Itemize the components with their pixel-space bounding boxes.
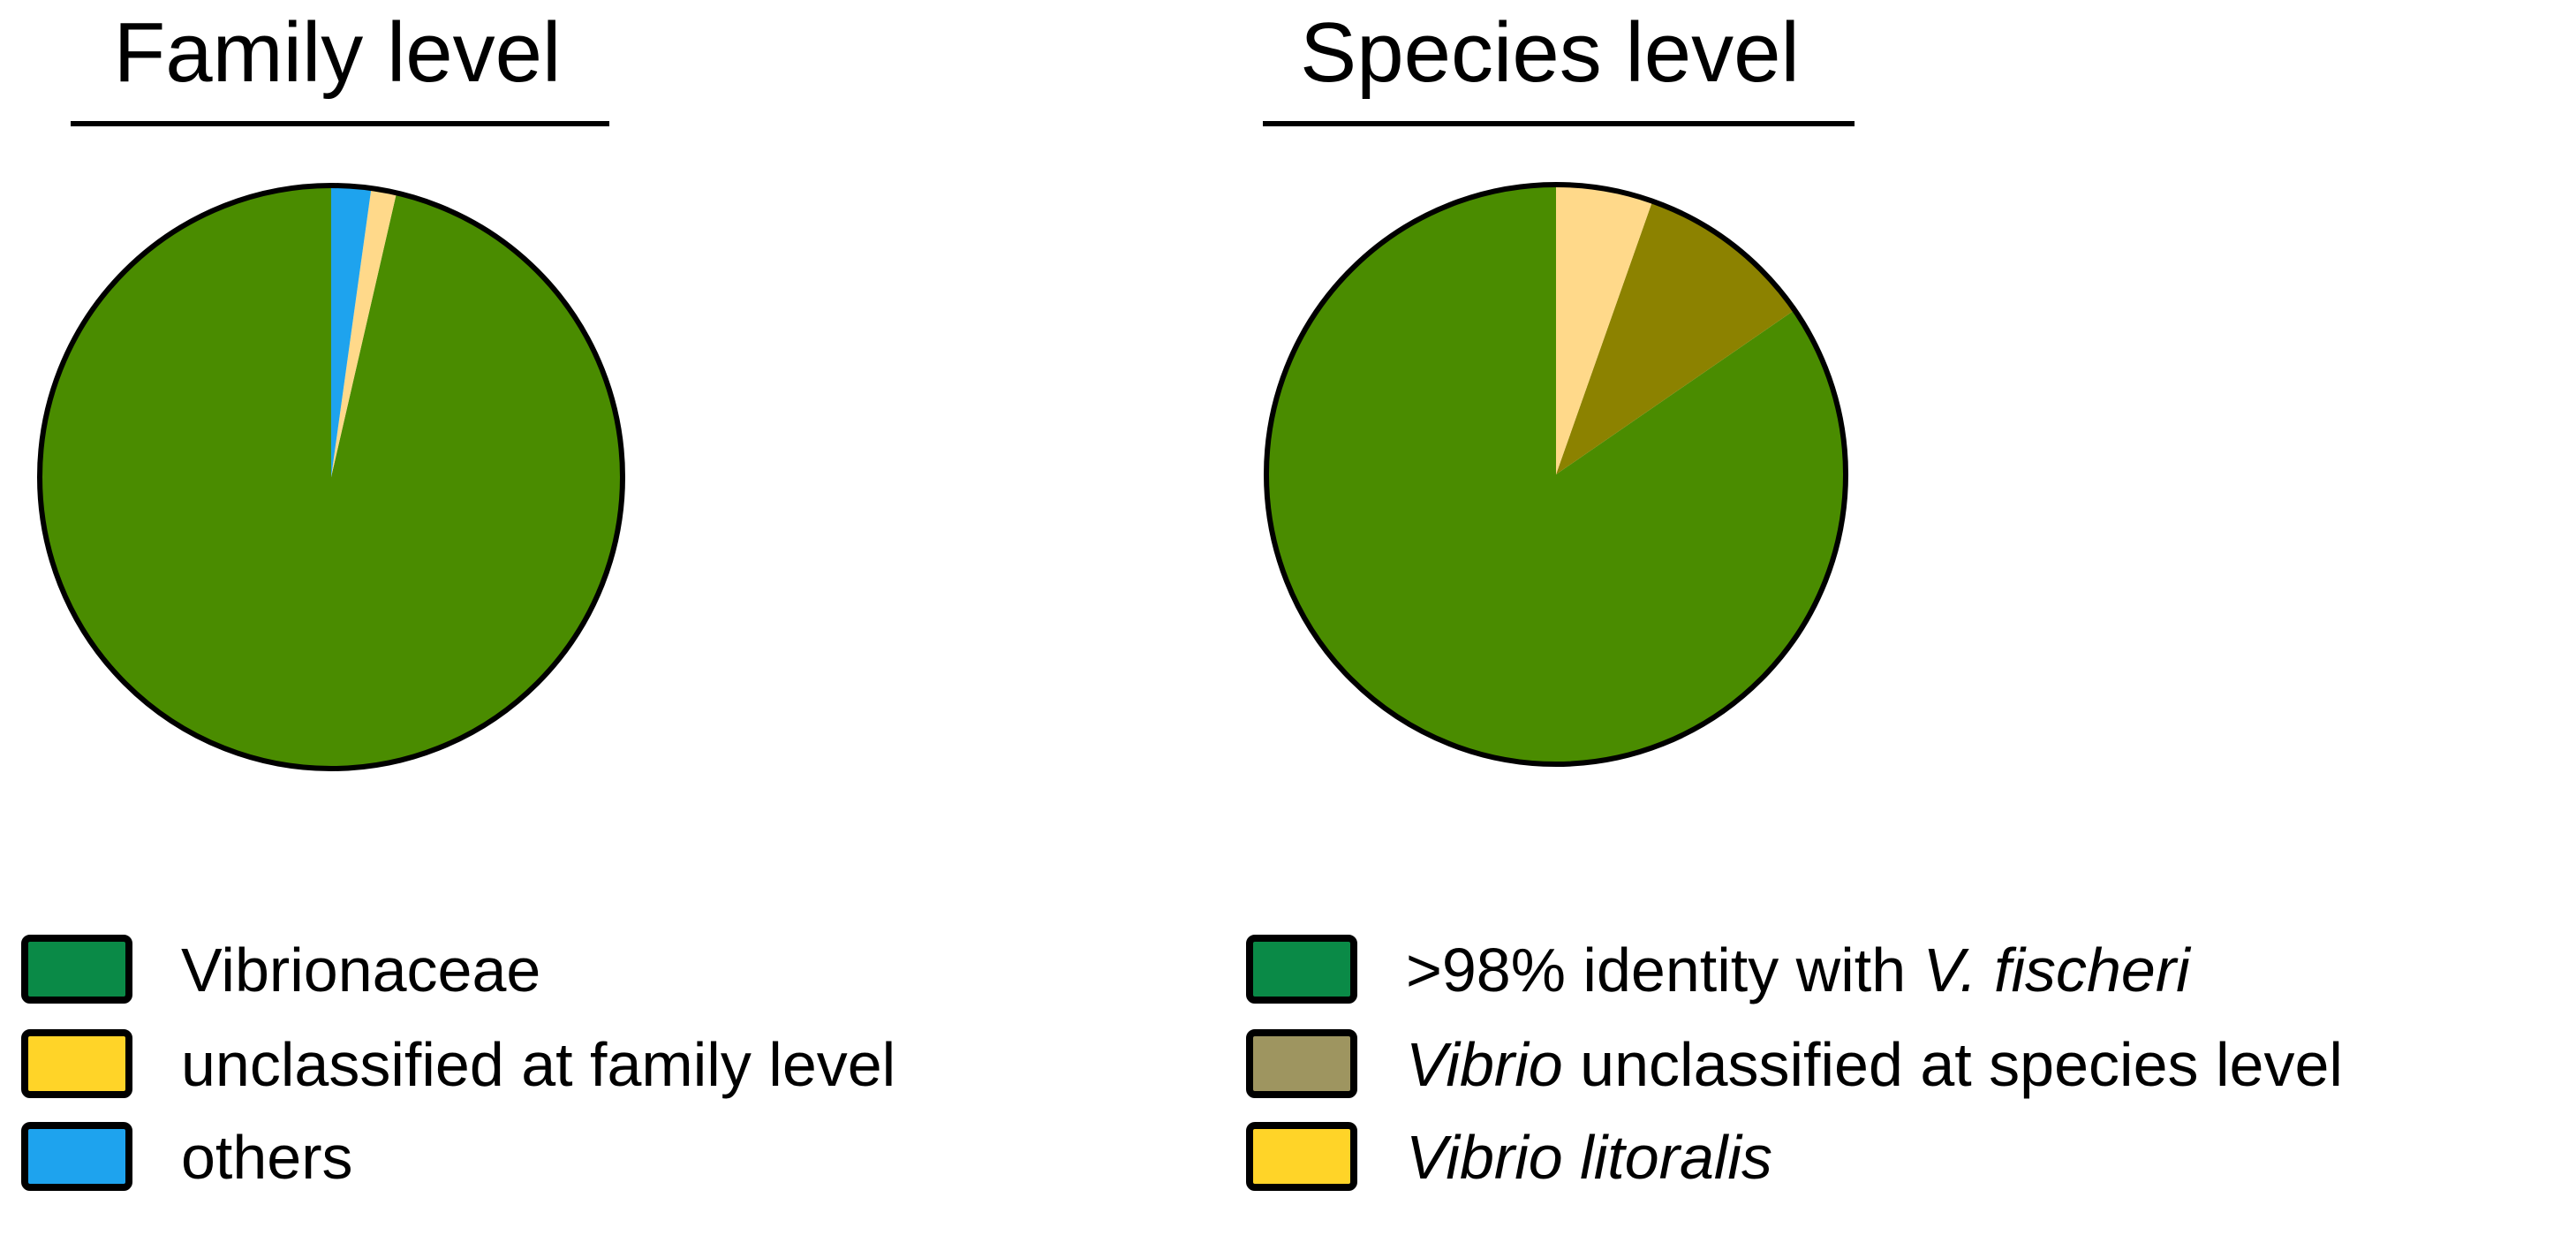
family-level-title: Family level [114,5,562,100]
pie-slice-vibrionaceae [39,186,623,769]
legend-swatch [21,935,132,1004]
legend-label-part: Vibrionaceae [181,936,540,1004]
species-level-chart: Species level >98% identity with V. fisc… [1246,5,2343,1192]
legend-swatch [21,1122,132,1191]
pie-slice-unclassified-at-family-level [331,188,397,477]
species-level-title: Species level [1300,5,1800,100]
pie-outline [37,183,625,771]
legend-swatch [1246,1122,1357,1191]
legend-label-part: unclassified at species level [1563,1030,2343,1099]
legend-label: others [181,1123,353,1192]
legend-label-part: unclassified at family level [181,1030,895,1099]
legend-label: >98% identity with V. fischeri [1406,936,2192,1004]
pie-slice-others [331,186,372,477]
legend-label: unclassified at family level [181,1030,895,1099]
legend-label-part: >98% identity with [1406,936,1923,1004]
legend-label-part: Vibrio litoralis [1406,1123,1772,1192]
pie-slice-vibrio-litoralis [1556,185,1653,474]
family-level-chart: Family level Vibrionaceae unclassified at… [21,5,895,1192]
species-pie [1264,182,1848,767]
legend-label-part: Vibrio [1406,1030,1563,1099]
pie-slice-vibrio-unclassified-at-species-level [1556,201,1795,474]
family-legend: Vibrionaceae unclassified at family level… [21,935,895,1192]
species-legend: >98% identity with V. fischeri Vibrio unc… [1246,935,2343,1192]
legend-label: Vibrio unclassified at species level [1406,1030,2343,1099]
legend-swatch [1246,935,1357,1004]
legend-label-part: others [181,1123,353,1192]
legend-label: Vibrio litoralis [1406,1123,1772,1192]
pie-outline [1264,182,1848,767]
family-pie [37,183,625,771]
legend-swatch [1246,1029,1357,1098]
legend-label-part: V. fischeri [1923,936,2193,1004]
legend-swatch [21,1029,132,1098]
legend-label: Vibrionaceae [181,936,540,1004]
